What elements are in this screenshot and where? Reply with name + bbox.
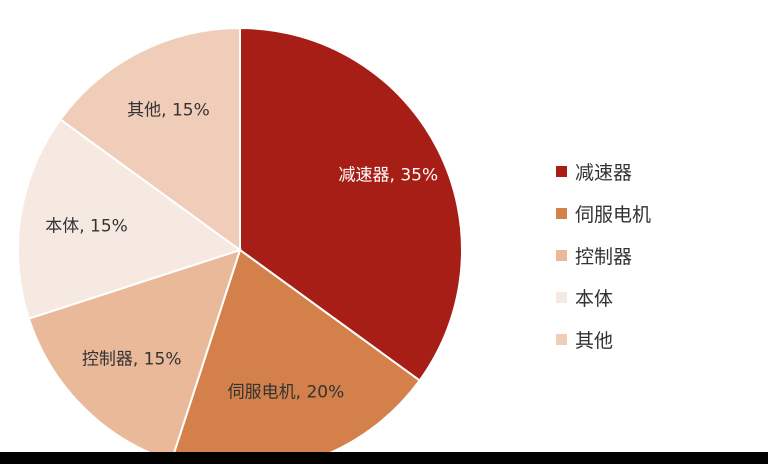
pie-slice-body [17, 118, 243, 320]
legend-item-servo-motor: 伺服电机 [556, 192, 756, 234]
chart-legend: 减速器 伺服电机 控制器 本体 其他 [556, 150, 756, 360]
legend-swatch [556, 207, 567, 219]
legend-label: 减速器 [575, 161, 633, 184]
legend-swatch [556, 165, 567, 177]
legend-label: 本体 [575, 287, 614, 310]
legend-swatch [556, 333, 567, 345]
legend-swatch [556, 249, 567, 261]
slice-label-reducer: 减速器, 35% [339, 165, 439, 185]
legend-label: 伺服电机 [575, 203, 652, 226]
legend-item-reducer: 减速器 [556, 150, 756, 192]
slice-label-other: 其他, 15% [127, 101, 210, 121]
legend-item-controller: 控制器 [556, 234, 756, 276]
slice-label-servo-motor: 伺服电机, 20% [228, 382, 345, 402]
slice-label-controller: 控制器, 15% [82, 349, 182, 369]
legend-item-body: 本体 [556, 276, 756, 318]
bottom-black-bar [0, 452, 768, 464]
legend-swatch [556, 291, 567, 303]
legend-item-other: 其他 [556, 318, 756, 360]
slice-label-body: 本体, 15% [45, 217, 128, 237]
legend-label: 其他 [575, 329, 614, 352]
pie-slice-other [59, 26, 241, 252]
legend-label: 控制器 [575, 245, 633, 268]
pie-slice-reducer [239, 26, 463, 382]
